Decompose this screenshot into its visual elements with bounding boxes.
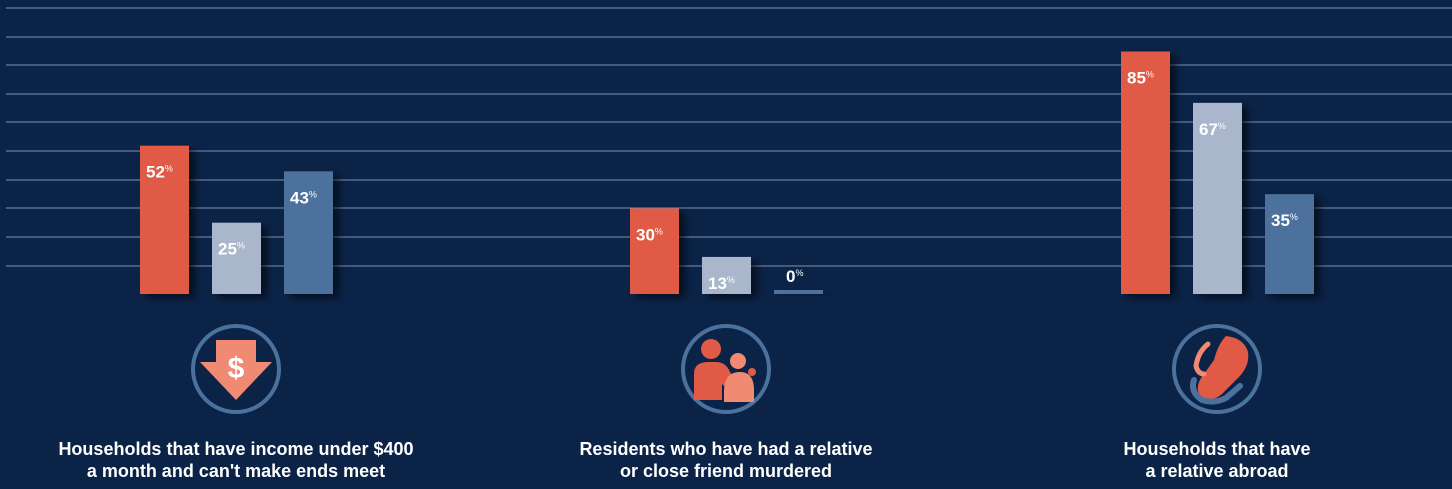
- category-label-3: Households that have a relative abroad: [957, 438, 1452, 482]
- bar-series-1-category-3: [1121, 51, 1170, 295]
- category-label-1: Households that have income under $400 a…: [0, 438, 496, 482]
- data-label-series-2-category-2: 13%: [708, 274, 735, 293]
- bar-series-3-category-1: [284, 171, 333, 294]
- category-label-3-line-2: a relative abroad: [1145, 461, 1289, 481]
- data-label-series-2-category-1: 25%: [218, 240, 245, 259]
- data-label-series-3-category-3: 35%: [1271, 211, 1298, 230]
- data-labels: 52% 30% 85% 25% 13% 67% 43% 0% 35%: [146, 68, 1298, 292]
- data-label-series-2-category-3: 67%: [1199, 120, 1226, 139]
- category-label-2-line-1: Residents who have had a relative: [579, 439, 873, 459]
- category-icons: $: [191, 324, 1262, 414]
- data-label-series-3-category-1: 43%: [290, 188, 317, 207]
- data-label-series-3-category-2: 0%: [786, 267, 803, 286]
- bar-series-3-category-2: [774, 290, 823, 294]
- category-label-1-line-2: a month and can't make ends meet: [86, 461, 386, 481]
- bar-series-2-category-1: [212, 222, 261, 294]
- bar-series-3-category-3: [1265, 194, 1314, 294]
- data-label-series-1-category-2: 30%: [636, 225, 663, 244]
- bars: [140, 51, 1314, 295]
- bar-series-2-category-3: [1193, 102, 1242, 294]
- category-label-1-line-1: Households that have income under $400: [58, 439, 414, 459]
- data-label-series-1-category-1: 52%: [146, 163, 173, 182]
- bar-series-1-category-1: [140, 145, 189, 294]
- hands-holding-icon: [1172, 324, 1262, 414]
- data-label-series-1-category-3: 85%: [1127, 68, 1154, 87]
- bar-series-2-category-2: [702, 256, 751, 294]
- svg-text:$: $: [228, 352, 245, 385]
- dollar-down-arrow-icon: $: [191, 324, 281, 414]
- bar-series-1-category-2: [630, 208, 679, 294]
- category-label-2: Residents who have had a relative or clo…: [466, 438, 986, 482]
- parent-child-icon: [681, 324, 771, 414]
- category-label-3-line-1: Households that have: [1123, 439, 1311, 459]
- category-label-2-line-2: or close friend murdered: [619, 461, 833, 481]
